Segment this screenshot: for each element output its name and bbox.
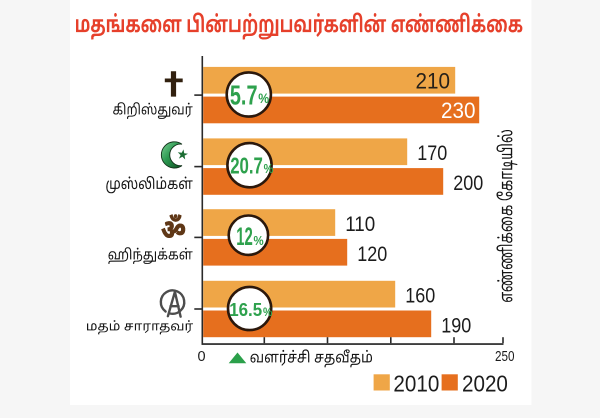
svg-text:170: 170 xyxy=(417,141,447,165)
svg-text:210: 210 xyxy=(416,69,451,94)
svg-text:0: 0 xyxy=(197,349,205,365)
svg-text:5.7: 5.7 xyxy=(230,79,258,110)
svg-text:%: % xyxy=(263,305,273,319)
svg-text:12: 12 xyxy=(236,224,253,251)
svg-text:230: 230 xyxy=(441,98,476,123)
svg-text:190: 190 xyxy=(441,313,471,337)
svg-text:2020: 2020 xyxy=(462,371,508,397)
svg-text:200: 200 xyxy=(453,171,483,195)
svg-text:120: 120 xyxy=(357,242,387,266)
svg-text:110: 110 xyxy=(345,212,375,236)
svg-text:%: % xyxy=(254,233,265,248)
svg-text:%: % xyxy=(258,90,269,106)
svg-text:250: 250 xyxy=(495,349,515,365)
svg-text:20.7: 20.7 xyxy=(230,152,263,178)
svg-text:%: % xyxy=(264,162,274,176)
svg-text:160: 160 xyxy=(405,284,435,308)
svg-text:16.5: 16.5 xyxy=(229,300,262,320)
svg-text:2010: 2010 xyxy=(393,371,439,397)
